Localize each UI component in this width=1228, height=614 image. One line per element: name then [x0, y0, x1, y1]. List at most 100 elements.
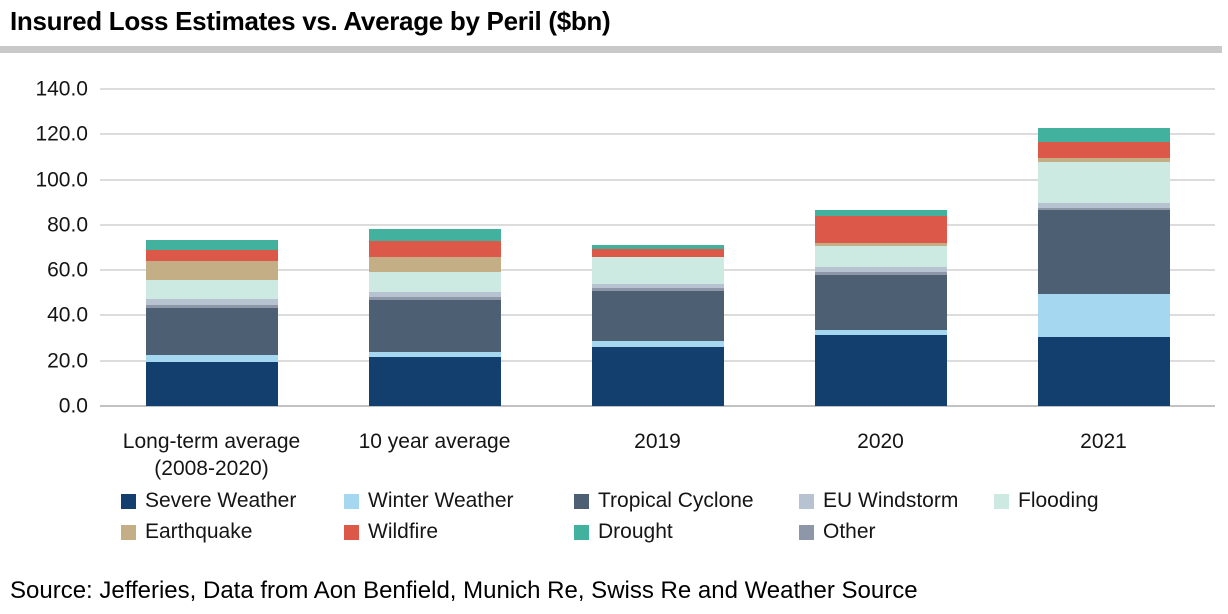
bar-segment-other	[1037, 207, 1170, 211]
legend-swatch-icon	[344, 524, 359, 540]
bar-segment-winter-weather	[814, 330, 947, 335]
bar-segment-severe-weather	[1037, 336, 1170, 406]
y-tick-label: 100.0	[35, 168, 88, 192]
legend-label: Flooding	[1018, 489, 1099, 512]
x-axis-line	[100, 405, 1215, 407]
bar-segment-winter-weather	[368, 351, 501, 358]
legend-item-other: Other	[799, 520, 994, 544]
legend-label: Tropical Cyclone	[598, 489, 754, 512]
bar-segment-drought	[368, 229, 501, 241]
bar-segment-severe-weather	[591, 347, 724, 406]
bar-long-term-average	[145, 89, 278, 406]
legend-label: Severe Weather	[145, 489, 297, 512]
bar-segment-other	[591, 288, 724, 291]
bar-segment-drought	[145, 239, 278, 250]
legend-swatch-icon	[121, 493, 136, 509]
x-tick-label: 2021	[1080, 430, 1127, 453]
bar-segment-wildfire	[1037, 142, 1170, 159]
bar-segment-eu-windstorm	[1037, 203, 1170, 208]
legend-item-winter-weather: Winter Weather	[344, 489, 574, 513]
bar-segment-tropical-cyclone	[145, 307, 278, 356]
legend-item-severe-weather: Severe Weather	[121, 489, 344, 513]
gridline	[100, 88, 1215, 90]
bar-segment-wildfire	[814, 215, 947, 244]
bar-10-year-average	[368, 89, 501, 406]
bar-segment-flooding	[145, 280, 278, 299]
x-tick-label: Long-term average (2008-2020)	[122, 430, 301, 481]
legend-item-tropical-cyclone: Tropical Cyclone	[574, 489, 799, 513]
bar-segment-winter-weather	[1037, 293, 1170, 337]
bar-segment-drought	[591, 245, 724, 249]
bar-segment-flooding	[368, 272, 501, 292]
legend-swatch-icon	[344, 493, 359, 509]
bar-segment-drought	[814, 210, 947, 216]
bar-segment-eu-windstorm	[145, 298, 278, 306]
bar-2020	[814, 89, 947, 406]
gridline	[100, 223, 1215, 226]
y-tick-label: 0.0	[58, 394, 88, 418]
legend-label: Winter Weather	[368, 489, 514, 512]
bar-segment-tropical-cyclone	[1037, 210, 1170, 294]
bar-2019	[591, 89, 724, 406]
legend: Severe Weather Winter Weather Tropical Cyc…	[121, 489, 1099, 544]
bar-segment-drought	[1037, 127, 1170, 143]
bar-segment-tropical-cyclone	[368, 299, 501, 352]
y-tick-label: 80.0	[47, 213, 88, 237]
gridline	[100, 133, 1215, 136]
bar-segment-eu-windstorm	[368, 291, 501, 298]
legend-item-eu-windstorm: EU Windstorm	[799, 489, 994, 513]
bar-segment-eu-windstorm	[814, 266, 947, 273]
bar-2021	[1037, 89, 1170, 406]
bar-segment-wildfire	[368, 240, 501, 257]
bar-segment-earthquake	[814, 243, 947, 247]
bar-segment-winter-weather	[591, 341, 724, 348]
y-tick-label: 120.0	[35, 122, 88, 146]
legend-swatch-icon	[799, 524, 814, 540]
legend-swatch-icon	[994, 493, 1009, 509]
bar-segment-flooding	[814, 246, 947, 267]
legend-label: EU Windstorm	[823, 489, 959, 512]
title-underline-bar	[0, 46, 1222, 53]
y-tick-label: 40.0	[47, 303, 88, 327]
bar-segment-flooding	[591, 256, 724, 284]
bar-segment-earthquake	[368, 256, 501, 273]
legend-label: Earthquake	[145, 520, 253, 543]
chart-title: Insured Loss Estimates vs. Average by Pe…	[10, 6, 611, 36]
legend-label: Wildfire	[368, 520, 439, 543]
legend-label: Other	[823, 520, 876, 543]
y-tick-label: 60.0	[47, 258, 88, 282]
y-tick-label: 20.0	[47, 349, 88, 373]
bar-segment-earthquake	[1037, 158, 1170, 162]
source-note: Source: Jefferies, Data from Aon Benfiel…	[10, 577, 918, 604]
legend-item-drought: Drought	[574, 520, 799, 544]
bar-segment-other	[814, 272, 947, 275]
gridline	[100, 178, 1215, 181]
bar-segment-flooding	[1037, 161, 1170, 204]
plot-area: 0.0 20.0 40.0 60.0 80.0 100.0 120.0 140.0	[35, 79, 1215, 417]
x-axis-labels: Long-term average (2008-2020) 10 year ave…	[100, 428, 1215, 483]
bar-segment-wildfire	[591, 248, 724, 257]
bar-segment-severe-weather	[145, 361, 278, 406]
bar-segment-earthquake	[145, 261, 278, 281]
legend-item-wildfire: Wildfire	[344, 520, 574, 544]
x-tick-label: 2019	[634, 430, 681, 453]
x-tick-label: 2020	[857, 430, 904, 453]
legend-swatch-icon	[121, 524, 136, 540]
legend-swatch-icon	[574, 493, 589, 509]
legend-item-flooding: Flooding	[994, 489, 1099, 513]
bar-segment-tropical-cyclone	[814, 274, 947, 331]
legend-item-earthquake: Earthquake	[121, 520, 344, 544]
bar-segment-eu-windstorm	[591, 283, 724, 289]
legend-label: Drought	[598, 520, 673, 543]
bar-segment-tropical-cyclone	[591, 290, 724, 342]
bar-segment-severe-weather	[814, 334, 947, 406]
legend-swatch-icon	[799, 493, 814, 509]
x-tick-label: 10 year average	[358, 430, 511, 453]
bar-segment-wildfire	[145, 249, 278, 262]
bar-segment-severe-weather	[368, 357, 501, 406]
bar-segment-winter-weather	[145, 355, 278, 362]
legend-swatch-icon	[574, 524, 589, 540]
bar-segment-other	[145, 305, 278, 308]
bar-segment-other	[368, 297, 501, 300]
